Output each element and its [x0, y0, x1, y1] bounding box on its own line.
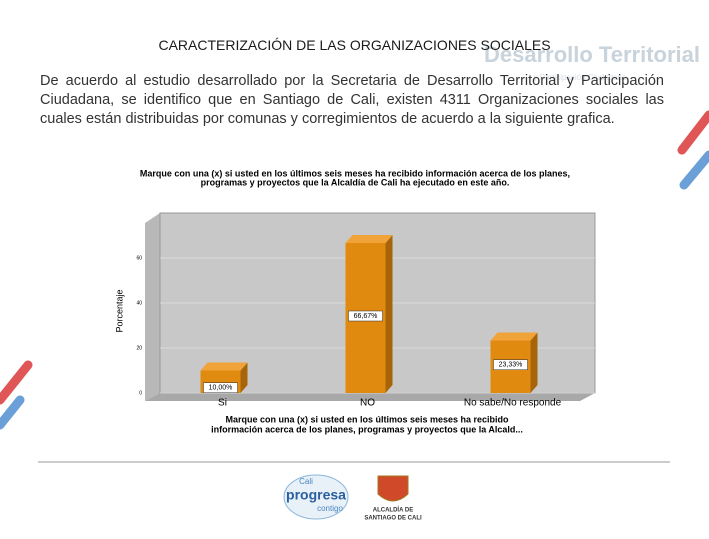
x-axis-label: información acerca de los planes, progra… — [211, 424, 523, 434]
floor — [145, 393, 595, 401]
bar-top — [490, 332, 538, 341]
x-tick-label: Si — [218, 398, 227, 409]
value-label-box — [203, 382, 238, 393]
y-tick-label: 0 — [139, 390, 142, 396]
y-tick-label: 20 — [136, 345, 142, 351]
logo-text: contigo — [317, 504, 343, 513]
value-label-box — [348, 310, 383, 322]
decor — [0, 110, 709, 430]
logo-text: SANTIAGO DE CALI — [364, 516, 422, 522]
bar-side — [240, 362, 248, 393]
bar-top — [200, 362, 248, 371]
bar-side — [530, 332, 538, 393]
bar-top — [345, 234, 393, 243]
value-label: 10,00% — [209, 385, 233, 392]
logo-text: ALCALDÍA DE — [373, 506, 413, 514]
y-tick-label: 60 — [136, 255, 142, 261]
logo-cloud — [283, 474, 349, 520]
watermark-sub: y Participación Ciudadana — [534, 73, 627, 82]
y-tick-label: 40 — [136, 300, 142, 306]
x-tick-label: No sabe/No responde — [464, 398, 562, 409]
page-title: CARACTERIZACIÓN DE LAS ORGANIZACIONES SO… — [158, 37, 551, 53]
footer-logos: Cali progresa contigo ALCALDÍA DE SANTIA… — [283, 474, 422, 522]
value-label-box — [493, 359, 528, 371]
bar-side — [385, 234, 393, 393]
paragraph: De acuerdo al estudio desarrollado por l… — [40, 73, 664, 127]
x-tick-label: NO — [360, 398, 375, 409]
value-label: 66,67% — [354, 313, 378, 320]
chart: Marque con una (x) si usted en los últim… — [114, 168, 596, 434]
logo-shield — [377, 475, 409, 502]
watermark: Desarrollo Territorial — [484, 42, 700, 67]
value-label: 23,33% — [499, 362, 523, 369]
chart-title: programas y proyectos que la Alcaldía de… — [201, 177, 510, 187]
y-axis-label: Porcentaje — [114, 289, 124, 332]
logo-text: progresa — [286, 487, 346, 503]
logo-text: Cali — [299, 477, 313, 486]
x-axis-label: Marque con una (x) si usted en los últim… — [225, 414, 509, 424]
chart-title: Marque con una (x) si usted en los últim… — [140, 168, 570, 178]
left-wall — [145, 213, 160, 401]
